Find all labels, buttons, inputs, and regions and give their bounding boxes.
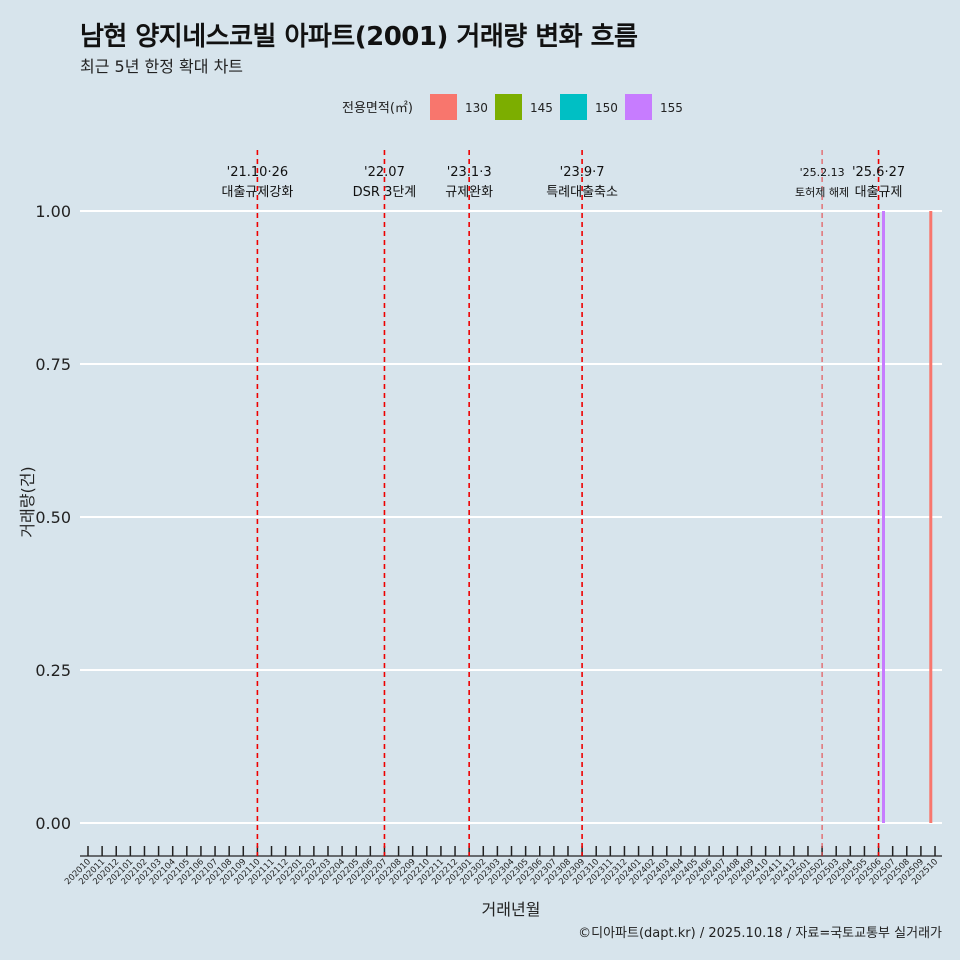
bar-155 xyxy=(881,211,885,823)
event-label: 대출규제 xyxy=(855,185,903,200)
event-date: '25.6·27 xyxy=(852,165,905,180)
y-tick-label: 1.00 xyxy=(35,202,71,221)
bar-130 xyxy=(929,211,933,823)
legend-label-150: 150 xyxy=(595,101,618,115)
event-date: '25.2.13 xyxy=(800,166,845,179)
legend-label-130: 130 xyxy=(465,101,488,115)
y-tick-label: 0.50 xyxy=(35,508,71,527)
legend-title: 전용면적(㎡) xyxy=(342,101,413,116)
chart-title: 남현 양지네스코빌 아파트(2001) 거래량 변화 흐름 xyxy=(80,22,638,52)
x-axis-title: 거래년월 xyxy=(482,900,541,919)
y-tick-label: 0.25 xyxy=(35,661,71,680)
legend-swatch-145 xyxy=(495,94,522,120)
event-label: DSR 3단계 xyxy=(353,185,417,200)
event-date: '23.9·7 xyxy=(560,165,605,180)
chart-subtitle: 최근 5년 한정 확대 차트 xyxy=(80,57,244,76)
event-date: '23.1·3 xyxy=(447,165,492,180)
y-axis-title: 거래량(건) xyxy=(18,466,37,537)
caption: ©디아파트(dapt.kr) / 2025.10.18 / 자료=국토교통부 실… xyxy=(578,926,942,941)
legend-label-145: 145 xyxy=(530,101,553,115)
event-label: 토허제 해제 xyxy=(795,185,849,199)
event-label: 규제완화 xyxy=(445,185,493,200)
legend-label-155: 155 xyxy=(660,101,683,115)
event-date: '22.07 xyxy=(364,165,405,180)
event-label: 대출규제강화 xyxy=(222,185,294,200)
legend-swatch-150 xyxy=(560,94,587,120)
y-tick-label: 0.75 xyxy=(35,355,71,374)
event-date: '21.10·26 xyxy=(227,165,288,180)
legend-swatch-130 xyxy=(430,94,457,120)
legend-swatch-155 xyxy=(625,94,652,120)
event-label: 특례대출축소 xyxy=(546,185,618,200)
y-tick-label: 0.00 xyxy=(35,814,71,833)
